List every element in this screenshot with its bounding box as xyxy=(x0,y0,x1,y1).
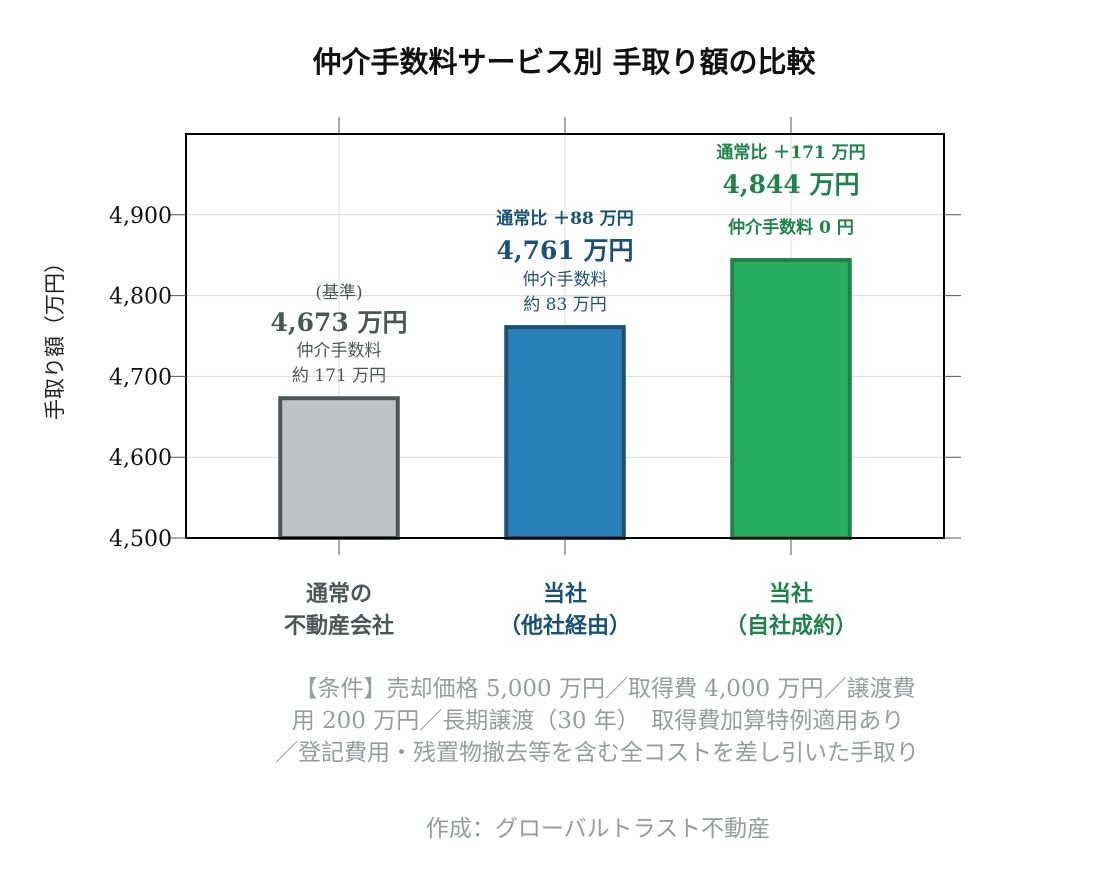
baseline-label: (基準) xyxy=(315,283,362,303)
y-tick-label: 4,500 xyxy=(109,527,172,552)
fee-label: 約 171 万円 xyxy=(292,366,386,386)
y-axis: 4,500 4,600 4,700 4,800 4,900 xyxy=(109,204,961,552)
bar xyxy=(504,325,626,540)
value-label: 4,844 万円 xyxy=(722,170,859,199)
fee-label: 仲介手数料 xyxy=(297,341,382,361)
chart-title: 仲介手数料サービス別 手取り額の比較 xyxy=(312,45,816,79)
x-tick-label: 不動産会社 xyxy=(284,613,394,639)
x-tick-label: （自社成約） xyxy=(725,613,857,639)
y-tick-label: 4,600 xyxy=(109,446,172,471)
note-line: ／登記費用・残置物撤去等を含む全コストを差し引いた手取り xyxy=(275,740,919,766)
bars xyxy=(278,258,852,540)
x-tick-label: （他社経由） xyxy=(499,613,631,639)
value-label: 4,761 万円 xyxy=(497,236,634,265)
bar xyxy=(278,396,400,540)
x-tick-label: 当社 xyxy=(769,581,813,607)
value-label: 4,673 万円 xyxy=(271,308,408,337)
fee-label: 約 83 万円 xyxy=(523,295,606,315)
fee-label: 仲介手数料 xyxy=(523,270,608,290)
note-line: 用 200 万円／長期譲渡（30 年） 取得費加算特例適用あり xyxy=(292,708,905,734)
fee-label: 仲介手数料 0 円 xyxy=(728,217,854,238)
y-tick-label: 4,900 xyxy=(109,204,172,229)
x-tick-label: 当社 xyxy=(543,581,587,607)
conditions-note: 【条件】売却価格 5,000 万円／取得費 4,000 万円／譲渡費 用 200… xyxy=(275,676,919,766)
difference-label: 通常比 ＋88 万円 xyxy=(496,208,634,229)
bar xyxy=(730,258,852,540)
difference-label: 通常比 ＋171 万円 xyxy=(716,142,865,163)
y-axis-label: 手取り額（万円） xyxy=(43,252,67,420)
y-tick-label: 4,700 xyxy=(109,365,172,390)
credit: 作成：グローバルトラスト不動産 xyxy=(426,816,770,842)
plot-frame xyxy=(185,133,945,539)
y-tick-label: 4,800 xyxy=(109,285,172,310)
note-line: 【条件】売却価格 5,000 万円／取得費 4,000 万円／譲渡費 xyxy=(295,676,916,702)
x-tick-label: 通常の xyxy=(306,581,372,607)
